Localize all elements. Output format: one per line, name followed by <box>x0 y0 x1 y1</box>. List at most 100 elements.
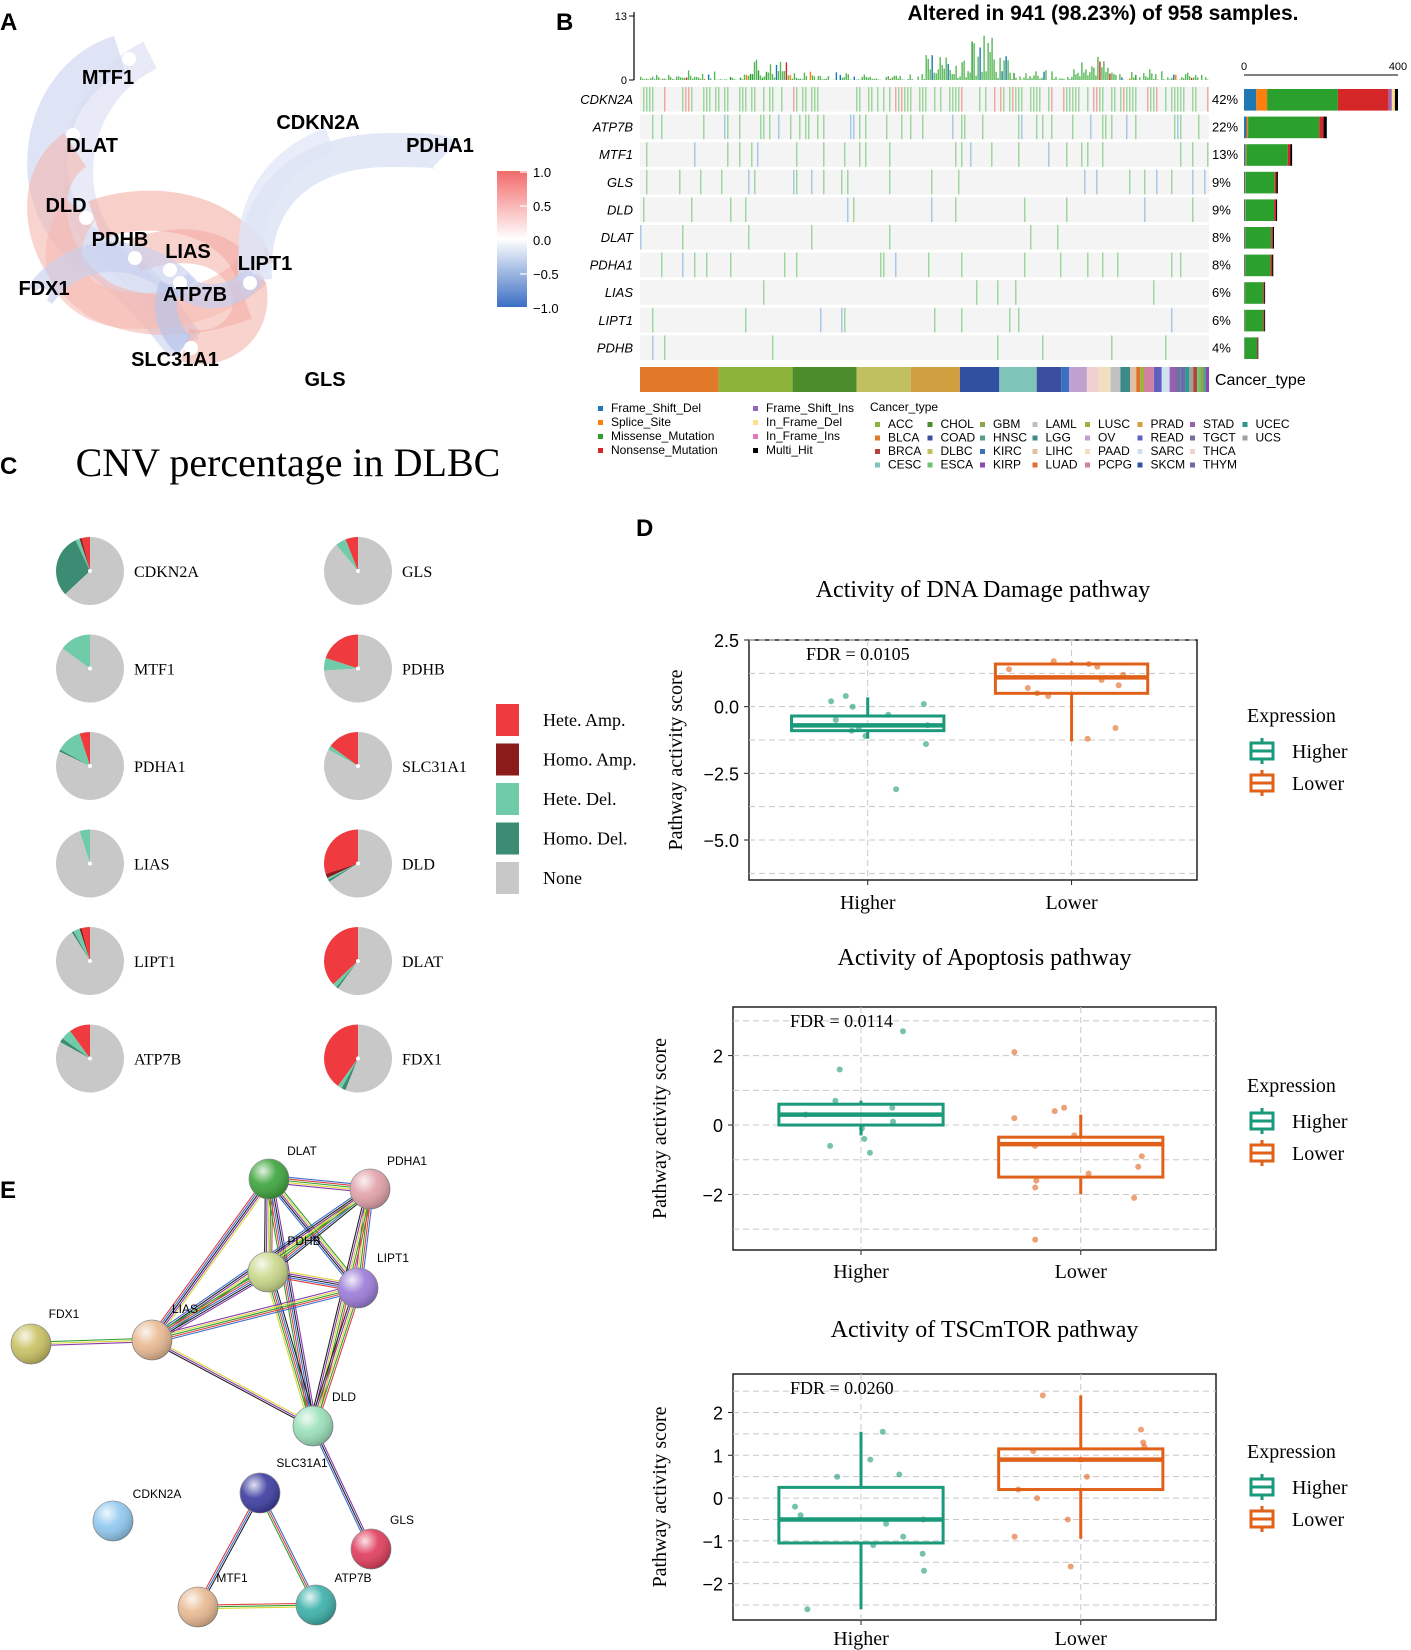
pie-dld: DLD <box>323 829 435 898</box>
mutation-cell <box>646 87 648 112</box>
sample-mutation-bar <box>1115 74 1117 80</box>
top-axis-max: 13 <box>615 11 627 23</box>
mutation-cell <box>1087 252 1089 278</box>
mutation-cell <box>907 87 909 112</box>
ppi-node-dld[interactable]: DLD <box>292 1390 356 1447</box>
mutation-cell <box>730 197 732 222</box>
pie-center <box>356 1056 360 1061</box>
ppi-node-lipt1[interactable]: LIPT1 <box>337 1251 409 1309</box>
x-tick-label-higher: Higher <box>833 1261 889 1283</box>
mutation-cell <box>994 87 996 112</box>
ppi-node-lias[interactable]: LIAS <box>131 1302 198 1361</box>
cancer-type-segment <box>1061 367 1070 392</box>
cancer-legend-swatch <box>1137 422 1143 427</box>
sample-mutation-bar <box>1071 76 1073 80</box>
mutation-cell <box>685 87 687 112</box>
sample-mutation-bar <box>995 71 997 80</box>
pie-slice <box>324 927 358 985</box>
legend-label-lower: Lower <box>1292 1509 1345 1531</box>
sample-mutation-bar <box>703 78 706 80</box>
sample-mutation-bar <box>1087 75 1089 80</box>
sample-mutation-bar <box>741 79 744 80</box>
node-shading <box>350 1169 390 1209</box>
mutation-cell <box>940 87 942 112</box>
mutation-cell <box>661 114 663 140</box>
mutation-cell <box>754 169 756 195</box>
ppi-node-dlat[interactable]: DLAT <box>248 1144 318 1200</box>
pie-label-cdkn2a: CDKN2A <box>134 564 199 581</box>
ppi-node-gls[interactable]: GLS <box>350 1513 414 1570</box>
ppi-node-slc31a1[interactable]: SLC31A1 <box>239 1456 328 1514</box>
mutation-cell <box>691 197 693 222</box>
oncoprint-gene-mtf1: MTF1 <box>599 147 633 162</box>
edge-strand <box>264 1179 310 1427</box>
mutation-cell <box>1087 87 1089 112</box>
pie-center <box>88 1056 92 1061</box>
sample-mutation-bar <box>759 75 762 80</box>
sample-mutation-bar <box>652 76 654 80</box>
data-point <box>919 1550 926 1557</box>
mutation-cell <box>703 114 705 140</box>
mutation-cell <box>934 307 936 333</box>
data-point <box>866 1149 873 1156</box>
sample-mutation-bar <box>927 58 929 80</box>
pie-label-lipt1: LIPT1 <box>134 954 176 971</box>
sample-mutation-bar <box>911 79 913 80</box>
mutation-cell <box>1174 87 1176 112</box>
cancer-legend-swatch <box>927 422 933 427</box>
cancer-legend-thca: THCA <box>1203 444 1236 458</box>
oncoprint-gene-atp7b: ATP7B <box>592 120 634 135</box>
ppi-node-pdhb[interactable]: PDHB <box>247 1234 321 1293</box>
sample-mutation-bar <box>1089 72 1091 80</box>
cancer-legend-pcpg: PCPG <box>1098 458 1132 472</box>
cancer-legend-swatch <box>1190 435 1195 441</box>
ppi-node-mtf1[interactable]: MTF1 <box>177 1571 248 1628</box>
ppi-node-atp7b[interactable]: ATP7B <box>295 1571 372 1626</box>
gene-count-bar-segment <box>1244 282 1245 304</box>
boxplot-3: Activity of TSCmTOR pathway 2 1 0 −1 −2 Higher… <box>649 1317 1348 1650</box>
edge-lias-dld <box>150 1337 315 1429</box>
mutation-cell <box>844 142 846 167</box>
cancer-type-segment <box>792 367 857 392</box>
sample-mutation-bar <box>991 37 993 80</box>
cancer-legend-swatch <box>1085 449 1090 454</box>
sample-mutation-bar <box>1103 61 1105 80</box>
pie-slice <box>336 539 358 571</box>
sample-mutation-bar <box>845 73 847 80</box>
gene-count-bar-segment <box>1245 171 1246 194</box>
sample-mutation-bar <box>953 74 955 80</box>
data-point <box>1032 1184 1039 1191</box>
sample-mutation-bar <box>959 76 961 80</box>
gene-count-bar-segment <box>1244 227 1245 249</box>
ppi-node-fdx1[interactable]: FDX1 <box>10 1307 80 1365</box>
edge-strand <box>151 1178 270 1341</box>
ppi-node-pdha1[interactable]: PDHA1 <box>349 1154 427 1210</box>
sample-mutation-bar <box>1027 78 1029 80</box>
cancer-type-segment <box>1203 367 1207 392</box>
edge-strand <box>154 1180 273 1343</box>
mutation-cell <box>763 114 765 140</box>
sample-mutation-bar <box>793 73 796 80</box>
sample-mutation-bar <box>763 76 766 80</box>
mutation-legend-swatch <box>753 448 758 453</box>
mutation-cell <box>691 87 693 112</box>
cancer-legend-kirc: KIRC <box>993 444 1022 458</box>
cancer-legend-swatch <box>1137 435 1143 441</box>
mutation-cell <box>1087 142 1089 167</box>
ppi-node-cdkn2a[interactable]: CDKN2A <box>92 1487 181 1542</box>
pie-slice <box>336 961 358 989</box>
mutation-cell <box>652 114 654 140</box>
sample-mutation-bar <box>1039 78 1041 80</box>
gene-label-fdx1: FDX1 <box>18 278 69 300</box>
mutation-cell <box>664 87 666 112</box>
sample-mutation-bar <box>1097 56 1099 80</box>
gene-count-bar-segment <box>1245 254 1271 277</box>
pie-center <box>88 666 92 671</box>
edge-strand <box>267 1179 358 1290</box>
sample-mutation-bar <box>937 69 939 80</box>
mutation-cell <box>1078 87 1080 112</box>
y-axis-label: Pathway activity score <box>649 1038 671 1219</box>
mutation-cell <box>970 142 972 167</box>
gene-label-mtf1: MTF1 <box>82 67 134 89</box>
y-tick-label: 2 <box>713 1047 723 1067</box>
